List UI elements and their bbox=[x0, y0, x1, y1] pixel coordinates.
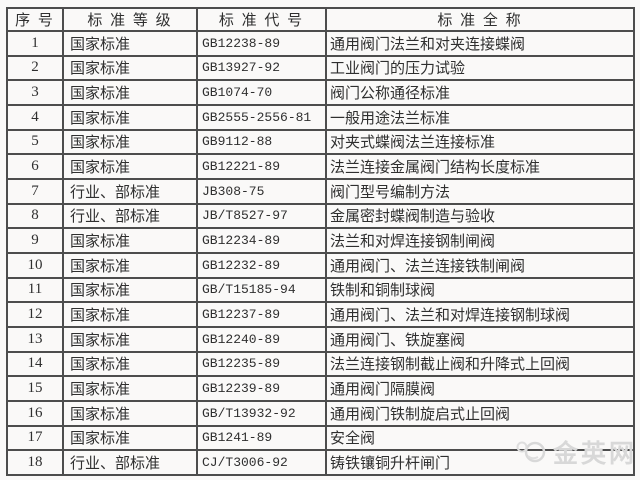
table-row: 14 国家标准 GB12235-89 法兰连接钢制截止阀和升降式上回阀 bbox=[6, 350, 635, 378]
table-row: 9 国家标准 GB12234-89 法兰和对焊连接钢制闸阀 bbox=[6, 227, 635, 254]
cell-standard-full-name: 通用阀门、法兰连接铁制闸阀 bbox=[325, 251, 635, 279]
cell-standard-full-name: 法兰连接钢制截止阀和升降式上回阀 bbox=[325, 350, 635, 378]
cell-standard-code: GB/T15185-94 bbox=[196, 276, 327, 304]
cell-standard-full-name: 阀门公称通径标准 bbox=[325, 79, 635, 106]
cell-serial-number: 5 bbox=[6, 128, 64, 156]
cell-standard-full-name: 铸铁镶铜升杆闸门 bbox=[325, 449, 635, 476]
header-cell-standard-full-name: 标 准 全 称 bbox=[325, 7, 635, 32]
header-cell-standard-code: 标 准 代 号 bbox=[196, 7, 327, 32]
cell-standard-full-name: 法兰和对焊连接钢制闸阀 bbox=[325, 227, 635, 254]
cell-serial-number: 3 bbox=[6, 79, 64, 106]
cell-serial-number: 8 bbox=[6, 202, 64, 230]
cell-serial-number: 14 bbox=[6, 350, 64, 378]
cell-standard-level: 国家标准 bbox=[62, 399, 198, 427]
cell-standard-full-name: 对夹式蝶阀法兰连接标准 bbox=[325, 128, 635, 156]
cell-standard-full-name: 法兰连接金属阀门结构长度标准 bbox=[325, 153, 635, 180]
cell-serial-number: 7 bbox=[6, 177, 64, 205]
cell-serial-number: 9 bbox=[6, 227, 64, 254]
cell-standard-full-name: 阀门型号编制方法 bbox=[325, 177, 635, 205]
table-row: 6 国家标准 GB12221-89 法兰连接金属阀门结构长度标准 bbox=[6, 153, 635, 180]
cell-standard-level: 行业、部标准 bbox=[62, 202, 198, 230]
table-row: 12 国家标准 GB12237-89 通用阀门、法兰和对焊连接钢制球阀 bbox=[6, 301, 635, 328]
cell-standard-code: GB1241-89 bbox=[196, 424, 327, 452]
cell-standard-code: GB12232-89 bbox=[196, 251, 327, 279]
cell-standard-level: 行业、部标准 bbox=[62, 177, 198, 205]
cell-standard-full-name: 通用阀门、法兰和对焊连接钢制球阀 bbox=[325, 301, 635, 328]
cell-standard-code: GB12238-89 bbox=[196, 30, 327, 57]
cell-standard-code: GB/T13932-92 bbox=[196, 399, 327, 427]
cell-serial-number: 1 bbox=[6, 30, 64, 57]
cell-standard-level: 国家标准 bbox=[62, 325, 198, 353]
cell-serial-number: 18 bbox=[6, 449, 64, 476]
cell-standard-full-name: 通用阀门、铁旋塞阀 bbox=[325, 325, 635, 353]
cell-serial-number: 12 bbox=[6, 301, 64, 328]
cell-standard-level: 国家标准 bbox=[62, 79, 198, 106]
cell-standard-full-name: 一般用途法兰标准 bbox=[325, 103, 635, 131]
cell-standard-full-name: 通用阀门法兰和对夹连接蝶阀 bbox=[325, 30, 635, 57]
table-row: 3 国家标准 GB1074-70 阀门公称通径标准 bbox=[6, 79, 635, 106]
cell-standard-level: 行业、部标准 bbox=[62, 449, 198, 476]
standards-table-body: 1 国家标准 GB12238-89 通用阀门法兰和对夹连接蝶阀 2 国家标准 G… bbox=[6, 30, 635, 476]
cell-standard-level: 国家标准 bbox=[62, 375, 198, 402]
cell-standard-code: GB12234-89 bbox=[196, 227, 327, 254]
table-row: 13 国家标准 GB12240-89 通用阀门、铁旋塞阀 bbox=[6, 325, 635, 353]
cell-serial-number: 16 bbox=[6, 399, 64, 427]
cell-standard-level: 国家标准 bbox=[62, 227, 198, 254]
cell-standard-code: GB2555-2556-81 bbox=[196, 103, 327, 131]
table-row: 18 行业、部标准 CJ/T3006-92 铸铁镶铜升杆闸门 bbox=[6, 449, 635, 476]
cell-standard-code: CJ/T3006-92 bbox=[196, 449, 327, 476]
cell-standard-level: 国家标准 bbox=[62, 301, 198, 328]
header-cell-serial-number: 序 号 bbox=[6, 7, 64, 32]
cell-serial-number: 2 bbox=[6, 54, 64, 82]
cell-serial-number: 11 bbox=[6, 276, 64, 304]
cell-standard-level: 国家标准 bbox=[62, 276, 198, 304]
table-row: 8 行业、部标准 JB/T8527-97 金属密封蝶阀制造与验收 bbox=[6, 202, 635, 230]
standards-table: 序 号 标 准 等 级 标 准 代 号 标 准 全 称 1 国家标准 GB122… bbox=[6, 7, 635, 476]
cell-standard-full-name: 铁制和铜制球阀 bbox=[325, 276, 635, 304]
cell-standard-code: GB12239-89 bbox=[196, 375, 327, 402]
cell-serial-number: 10 bbox=[6, 251, 64, 279]
cell-standard-full-name: 工业阀门的压力试验 bbox=[325, 54, 635, 82]
cell-standard-code: GB12237-89 bbox=[196, 301, 327, 328]
table-row: 10 国家标准 GB12232-89 通用阀门、法兰连接铁制闸阀 bbox=[6, 251, 635, 279]
cell-standard-code: GB12240-89 bbox=[196, 325, 327, 353]
table-row: 16 国家标准 GB/T13932-92 通用阀门铁制旋启式止回阀 bbox=[6, 399, 635, 427]
cell-standard-level: 国家标准 bbox=[62, 350, 198, 378]
cell-standard-full-name: 安全阀 bbox=[325, 424, 635, 452]
cell-standard-code: GB12235-89 bbox=[196, 350, 327, 378]
table-row: 7 行业、部标准 JB308-75 阀门型号编制方法 bbox=[6, 177, 635, 205]
cell-standard-level: 国家标准 bbox=[62, 424, 198, 452]
table-row: 2 国家标准 GB13927-92 工业阀门的压力试验 bbox=[6, 54, 635, 82]
cell-standard-code: GB13927-92 bbox=[196, 54, 327, 82]
cell-serial-number: 17 bbox=[6, 424, 64, 452]
cell-standard-code: GB12221-89 bbox=[196, 153, 327, 180]
header-row: 序 号 标 准 等 级 标 准 代 号 标 准 全 称 bbox=[6, 7, 635, 32]
cell-standard-code: JB308-75 bbox=[196, 177, 327, 205]
table-row: 5 国家标准 GB9112-88 对夹式蝶阀法兰连接标准 bbox=[6, 128, 635, 156]
cell-standard-level: 国家标准 bbox=[62, 103, 198, 131]
table-row: 11 国家标准 GB/T15185-94 铁制和铜制球阀 bbox=[6, 276, 635, 304]
cell-serial-number: 13 bbox=[6, 325, 64, 353]
cell-standard-code: JB/T8527-97 bbox=[196, 202, 327, 230]
table-row: 1 国家标准 GB12238-89 通用阀门法兰和对夹连接蝶阀 bbox=[6, 30, 635, 57]
cell-standard-code: GB1074-70 bbox=[196, 79, 327, 106]
cell-serial-number: 4 bbox=[6, 103, 64, 131]
cell-standard-level: 国家标准 bbox=[62, 251, 198, 279]
cell-standard-full-name: 通用阀门铁制旋启式止回阀 bbox=[325, 399, 635, 427]
cell-standard-full-name: 金属密封蝶阀制造与验收 bbox=[325, 202, 635, 230]
cell-standard-level: 国家标准 bbox=[62, 30, 198, 57]
cell-serial-number: 6 bbox=[6, 153, 64, 180]
cell-serial-number: 15 bbox=[6, 375, 64, 402]
cell-standard-level: 国家标准 bbox=[62, 153, 198, 180]
cell-standard-level: 国家标准 bbox=[62, 128, 198, 156]
cell-standard-full-name: 通用阀门隔膜阀 bbox=[325, 375, 635, 402]
header-cell-standard-level: 标 准 等 级 bbox=[62, 7, 198, 32]
cell-standard-code: GB9112-88 bbox=[196, 128, 327, 156]
table-row: 4 国家标准 GB2555-2556-81 一般用途法兰标准 bbox=[6, 103, 635, 131]
table-row: 17 国家标准 GB1241-89 安全阀 bbox=[6, 424, 635, 452]
cell-standard-level: 国家标准 bbox=[62, 54, 198, 82]
table-row: 15 国家标准 GB12239-89 通用阀门隔膜阀 bbox=[6, 375, 635, 402]
